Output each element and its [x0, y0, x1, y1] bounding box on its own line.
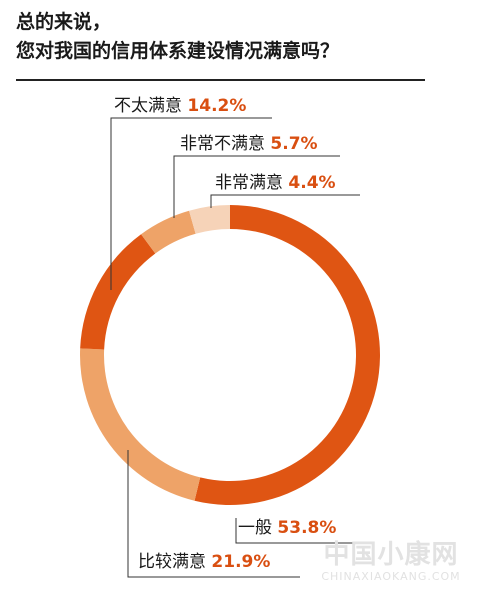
slice-fairly-satisfied-label: 比较满意 21.9% — [138, 552, 270, 572]
slice-very-unsatisfied-label-value: 5.7% — [270, 134, 317, 154]
slice-not-very-satisfied-label-name: 不太满意 — [114, 96, 187, 116]
slice-fairly-satisfied-label-value: 21.9% — [211, 552, 270, 572]
slice-not-very-satisfied-label-value: 14.2% — [187, 96, 246, 116]
watermark-logo: 中国小康网 CHINAXIAOKANG.COM — [316, 540, 466, 584]
slice-very-satisfied — [189, 205, 230, 234]
leader-lines — [110, 117, 360, 578]
slice-general-label: 一般 53.8% — [238, 518, 336, 538]
slice-very-unsatisfied-leader-line — [173, 155, 179, 218]
slice-not-very-satisfied-label: 不太满意 14.2% — [114, 96, 246, 116]
slice-very-unsatisfied — [141, 210, 196, 254]
slice-very-satisfied-leader-line — [210, 194, 214, 208]
slice-general-label-value: 53.8% — [277, 518, 336, 538]
slice-fairly-satisfied-label-name: 比较满意 — [138, 552, 211, 572]
watermark-sub-text: CHINAXIAOKANG.COM — [321, 570, 461, 583]
title-line-1: 总的来说， — [16, 11, 112, 33]
slice-fairly-satisfied-leader-line — [127, 450, 138, 578]
slice-general-leader-line — [235, 518, 238, 544]
chart-title: 总的来说， 您对我国的信用体系建设情况满意吗？ — [16, 8, 456, 66]
slice-very-satisfied-label-value: 4.4% — [288, 173, 335, 193]
slice-very-satisfied-label: 非常满意 4.4% — [215, 173, 336, 193]
slice-general — [194, 205, 381, 506]
slice-labels: 一般 53.8%比较满意 21.9%不太满意 14.2%非常不满意 5.7%非常… — [114, 96, 336, 572]
slice-very-unsatisfied-label: 非常不满意 5.7% — [180, 134, 318, 154]
slice-not-very-satisfied — [80, 234, 156, 350]
slice-general-label-name: 一般 — [238, 518, 277, 538]
slice-very-satisfied-label-name: 非常满意 — [215, 173, 288, 193]
title-underline — [16, 79, 425, 81]
donut-slices — [80, 205, 381, 506]
slice-not-very-satisfied-leader-line — [110, 117, 113, 290]
watermark-main-text: 中国小康网 — [323, 540, 459, 570]
slice-very-unsatisfied-label-name: 非常不满意 — [180, 134, 270, 154]
title-line-2: 您对我国的信用体系建设情况满意吗？ — [16, 40, 340, 62]
slice-fairly-satisfied — [80, 348, 201, 501]
